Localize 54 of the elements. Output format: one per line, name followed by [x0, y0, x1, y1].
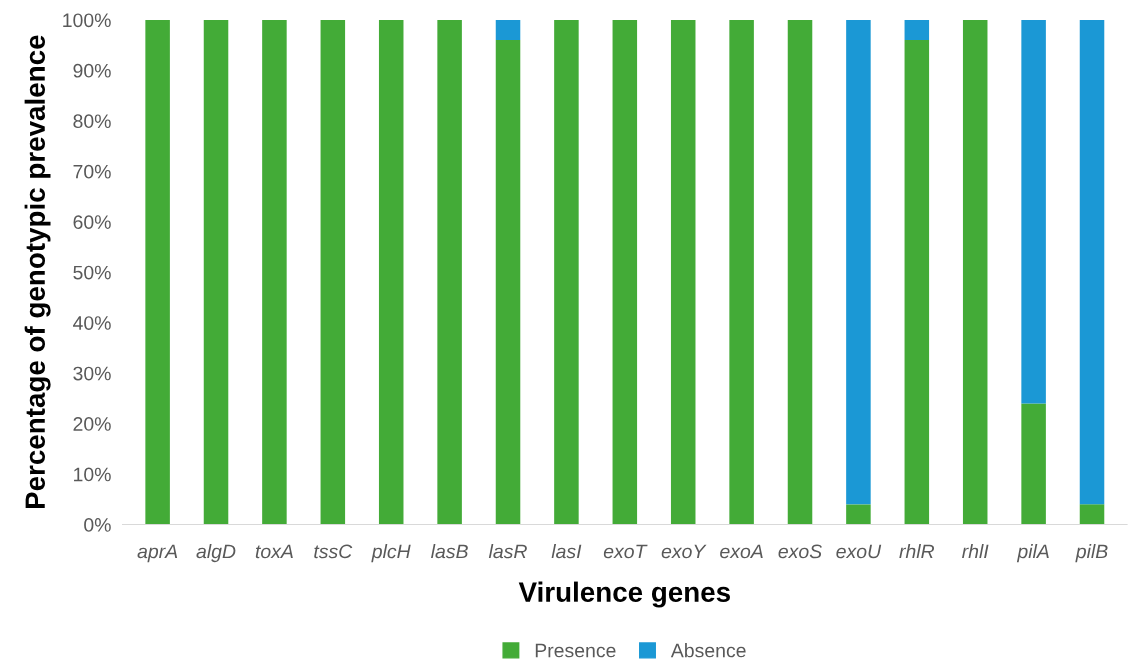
bar	[1021, 19, 1046, 404]
x-tick-label: lasR	[488, 544, 527, 559]
x-tick-label: algD	[196, 544, 236, 563]
bar	[904, 40, 930, 525]
x-tick-label: rhlI	[962, 544, 989, 559]
x-tick-label: pilA	[1016, 544, 1049, 563]
y-tick-label: 0%	[84, 518, 111, 532]
y-tick-label: 100%	[63, 13, 111, 28]
bar	[1021, 403, 1046, 525]
bar	[612, 19, 638, 525]
x-axis-title: Virulence genes	[518, 581, 730, 608]
bar	[437, 19, 462, 525]
bar	[1079, 504, 1105, 525]
y-axis-title: Percentage of genotypic prevalence	[24, 35, 51, 509]
y-tick-label: 90%	[73, 63, 111, 78]
bar	[262, 19, 287, 525]
x-tick-label: plcH	[371, 544, 411, 563]
bar	[962, 19, 988, 525]
y-tick-label: 70%	[73, 164, 111, 179]
bar	[320, 19, 346, 525]
y-tick-label: 80%	[73, 114, 111, 129]
x-tick-label: exoU	[836, 544, 882, 559]
x-tick-label: toxA	[255, 544, 293, 559]
bar	[495, 19, 521, 41]
y-tick-label: 60%	[73, 215, 111, 230]
bar	[904, 19, 930, 41]
bar	[1079, 19, 1105, 505]
x-tick-label: exoS	[778, 544, 822, 559]
bar	[554, 19, 579, 525]
x-tick-label: rhlR	[899, 544, 935, 559]
bar	[846, 504, 871, 525]
y-tick-label: 20%	[73, 417, 111, 431]
bar	[495, 40, 521, 525]
x-tick-label: lasI	[551, 544, 582, 559]
bar	[846, 19, 871, 505]
bar	[378, 19, 404, 525]
y-tick-label: 50%	[73, 265, 111, 280]
x-tick-label: pilB	[1075, 544, 1108, 563]
bar	[787, 19, 813, 525]
x-tick-label: exoT	[603, 544, 648, 559]
y-tick-label: 30%	[73, 366, 111, 381]
x-tick-label: aprA	[137, 544, 178, 563]
bar	[670, 19, 696, 525]
legend-label: Absence	[670, 643, 746, 658]
y-tick-label: 40%	[73, 316, 111, 330]
bar	[203, 19, 229, 525]
y-tick-label: 10%	[74, 467, 111, 482]
x-tick-label: tssC	[314, 544, 353, 559]
x-tick-label: lasB	[431, 544, 468, 559]
legend-label: Presence	[535, 643, 616, 658]
bar	[729, 19, 754, 525]
x-tick-label: exoA	[720, 544, 763, 559]
bar	[145, 19, 170, 525]
x-tick-label: exoY	[661, 544, 707, 559]
